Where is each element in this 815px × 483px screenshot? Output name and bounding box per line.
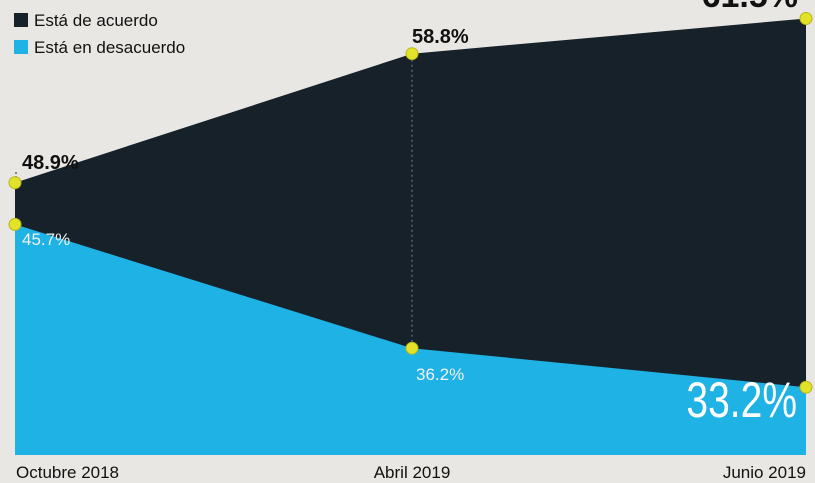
data-label-acuerdo-2: 61.5% <box>702 0 798 15</box>
data-label-desacuerdo-0: 45.7% <box>22 230 70 249</box>
chart-guides <box>15 59 413 343</box>
legend-swatch-1 <box>14 40 28 54</box>
marker-desacuerdo-1 <box>405 341 419 355</box>
x-tick-label-2: Junio 2019 <box>723 463 806 482</box>
data-label-acuerdo-1: 58.8% <box>412 26 469 48</box>
area-esta-en-desacuerdo <box>15 224 806 455</box>
chart-areas <box>15 18 806 455</box>
legend-label-1: Está en desacuerdo <box>34 38 185 57</box>
x-tick-label-0: Octubre 2018 <box>16 463 119 482</box>
data-label-acuerdo-0: 48.9% <box>22 152 79 174</box>
legend: Está de acuerdo Está en desacuerdo <box>14 11 185 57</box>
data-label-desacuerdo-1: 36.2% <box>416 365 464 384</box>
chart-markers <box>8 12 813 394</box>
marker-acuerdo-1 <box>405 47 419 61</box>
x-tick-label-1: Abril 2019 <box>374 463 451 482</box>
marker-desacuerdo-0 <box>8 217 22 231</box>
marker-acuerdo-2 <box>799 12 813 25</box>
data-label-desacuerdo-2: 33.2% <box>686 371 797 428</box>
chart-data-labels: 48.9% 58.8% 61.5% 45.7% 36.2% 33.2% <box>22 0 798 428</box>
legend-swatch-0 <box>14 13 28 27</box>
legend-label-0: Está de acuerdo <box>34 11 158 30</box>
marker-acuerdo-0 <box>8 176 22 190</box>
x-axis-ticks: Octubre 2018 Abril 2019 Junio 2019 <box>16 463 806 482</box>
marker-desacuerdo-2 <box>799 380 813 394</box>
